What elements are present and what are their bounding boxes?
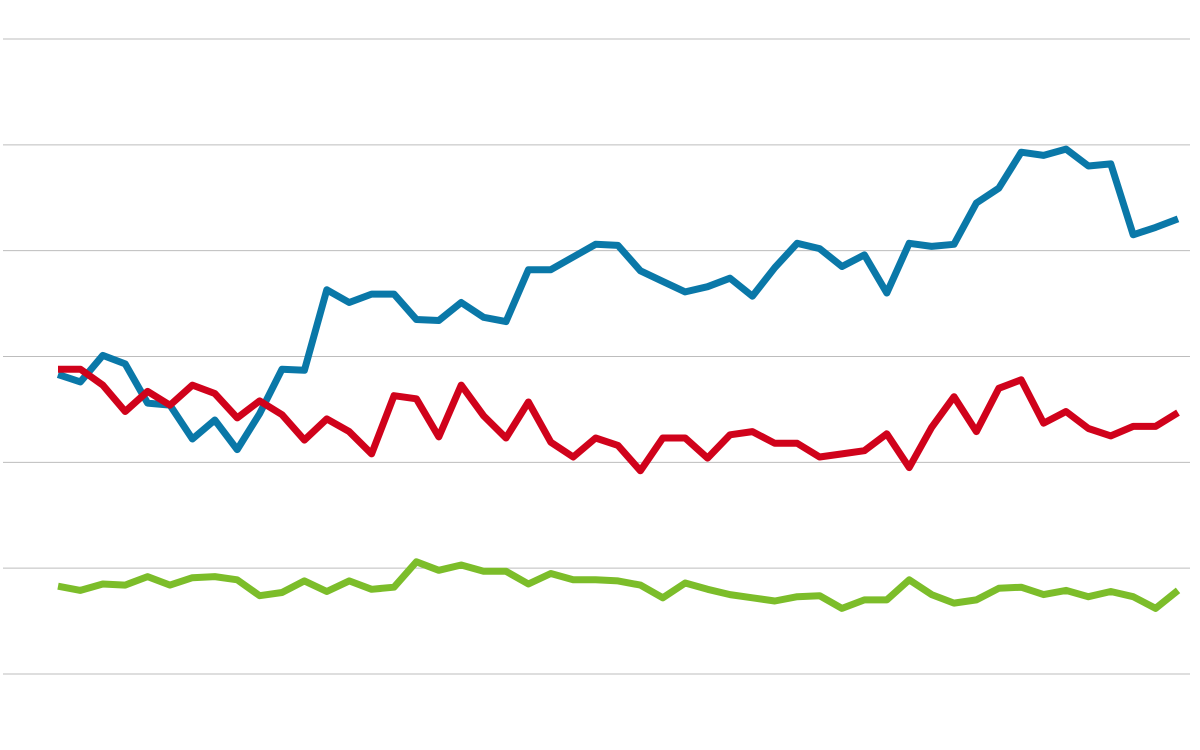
series-line-3 bbox=[57, 558, 1181, 612]
gridlines bbox=[3, 38, 1190, 675]
series-lines bbox=[56, 145, 1181, 612]
series-line-2 bbox=[58, 365, 1180, 475]
series-line-1 bbox=[56, 145, 1180, 454]
